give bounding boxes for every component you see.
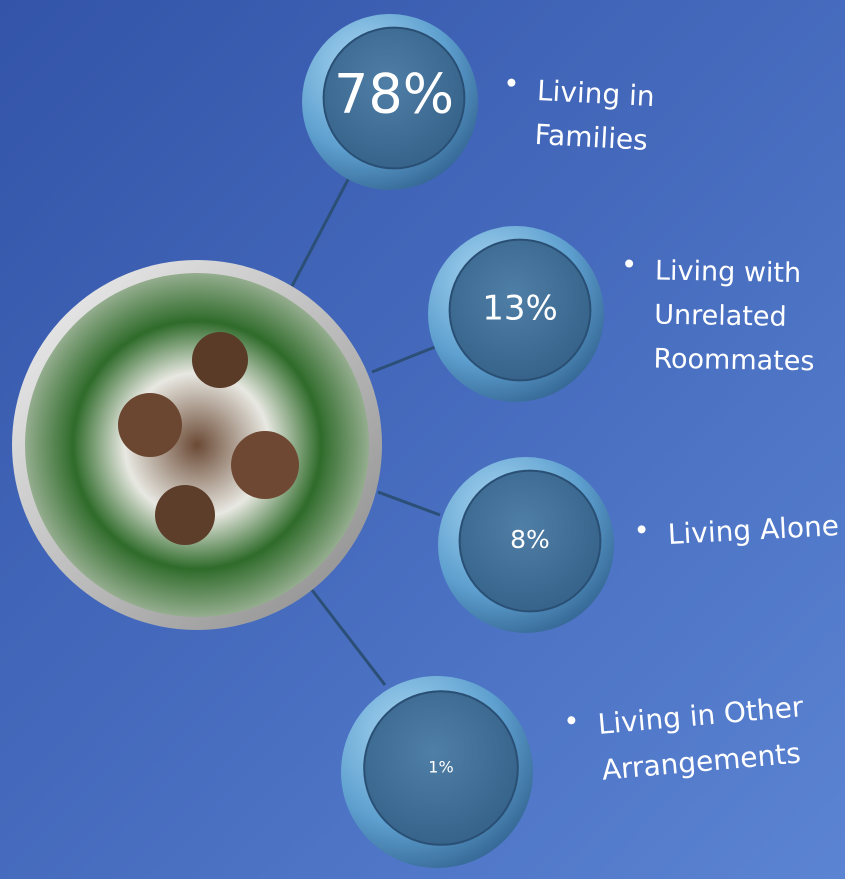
- node: 78% Living in Families: [302, 14, 655, 190]
- node-face: [322, 26, 466, 170]
- bullet: [567, 716, 576, 725]
- node-face: [448, 238, 592, 382]
- node-value: 1%: [428, 758, 453, 777]
- connectors: [288, 171, 441, 686]
- bullet: [637, 525, 646, 534]
- label-line: Roommates: [653, 343, 815, 377]
- bullet: [625, 259, 634, 268]
- photo: [12, 260, 382, 630]
- bullet: [507, 78, 516, 87]
- label-line: Families: [534, 118, 649, 157]
- node-face: [363, 690, 519, 846]
- node: 13% Living with Unrelated Roommates: [428, 226, 815, 402]
- node-value: 13%: [482, 289, 558, 329]
- node-face: [458, 469, 602, 613]
- node-label: Living in Families: [507, 74, 655, 157]
- node-value: 8%: [510, 525, 550, 554]
- node: 8% Living Alone: [438, 457, 840, 633]
- node-label: Living with Unrelated Roommates: [625, 256, 815, 377]
- label-line: Living in: [536, 74, 655, 113]
- label-line: Living with: [655, 256, 802, 290]
- node-value: 78%: [334, 63, 454, 126]
- label-line: Unrelated: [654, 299, 787, 332]
